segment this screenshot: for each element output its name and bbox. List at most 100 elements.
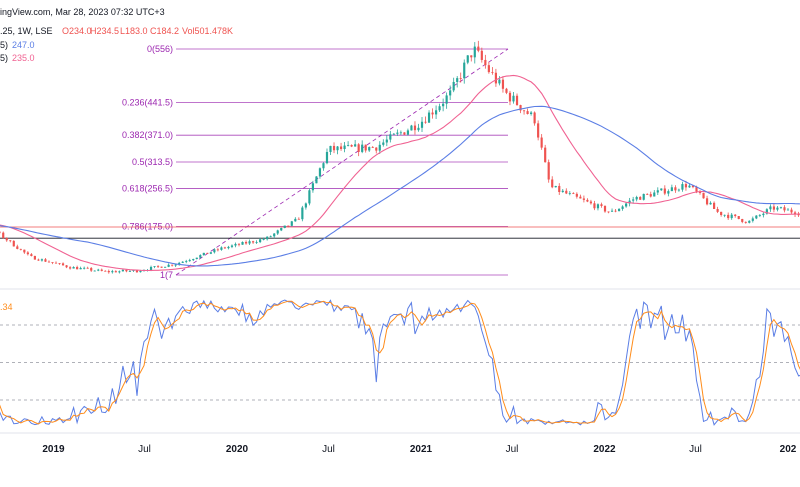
candle-body	[357, 144, 360, 152]
candle-body	[442, 103, 445, 107]
candle-body	[354, 144, 357, 147]
candle-body	[68, 267, 72, 269]
candle-body	[72, 267, 75, 269]
ohlc-open: O234.0	[62, 26, 92, 36]
ohlc-high: H234.5	[90, 26, 119, 36]
candlesticks	[0, 40, 800, 274]
candle-body	[325, 151, 329, 164]
candle-body	[723, 214, 726, 216]
candle-body	[308, 190, 311, 204]
candle-body	[533, 112, 536, 124]
candle-body	[501, 79, 505, 89]
time-axis[interactable]: Jul2019Jul2020Jul2021Jul2022Jul202	[0, 444, 797, 455]
candle-body	[0, 231, 1, 233]
candle-body	[551, 179, 554, 188]
candle-body	[273, 233, 276, 237]
stoch-d-line	[0, 300, 800, 425]
candle-body	[406, 130, 410, 135]
candle-body	[698, 191, 702, 194]
candle-body	[111, 271, 114, 273]
candle-body	[19, 248, 22, 250]
candle-body	[705, 198, 709, 205]
candle-body	[329, 145, 332, 152]
candle-body	[653, 192, 656, 197]
candle-body	[702, 193, 705, 199]
candle-body	[487, 65, 490, 73]
candle-body	[216, 249, 219, 251]
candle-body	[121, 269, 124, 272]
time-axis-tick-label: 2020	[226, 444, 249, 455]
candle-body	[139, 270, 142, 273]
candle-body	[544, 147, 547, 163]
candle-body	[149, 266, 153, 271]
ma-slow-line	[0, 105, 800, 267]
candle-body	[522, 110, 526, 112]
ma-fast-line	[0, 74, 800, 272]
candle-body	[727, 214, 730, 219]
moving-averages	[0, 74, 800, 272]
candle-body	[16, 246, 19, 249]
candle-body	[470, 55, 473, 58]
candle-body	[748, 220, 751, 223]
candle-body	[688, 185, 691, 188]
horizontal-lines[interactable]	[0, 226, 800, 239]
ohlc-close: C184.2	[150, 26, 179, 36]
candle-body	[508, 92, 512, 102]
ma-legend: 5) 247.0 5) 235.0	[0, 40, 35, 63]
candle-body	[44, 259, 47, 262]
candle-body	[512, 95, 515, 102]
candle-body	[90, 268, 93, 271]
candle-body	[234, 243, 237, 246]
candle-body	[681, 184, 684, 190]
candle-body	[713, 202, 716, 210]
candle-body	[614, 210, 617, 212]
candle-body	[628, 200, 631, 204]
candle-body	[477, 46, 480, 51]
candle-body	[751, 218, 754, 221]
candle-body	[667, 191, 670, 194]
candle-body	[382, 142, 385, 145]
candle-body	[579, 196, 582, 199]
candle-body	[248, 241, 251, 244]
candle-body	[5, 238, 8, 241]
candle-body	[480, 50, 483, 60]
candle-body	[786, 209, 790, 211]
candle-body	[642, 193, 645, 200]
candle-body	[241, 241, 244, 245]
candle-body	[649, 194, 652, 197]
time-axis-tick-label: Jul	[322, 444, 335, 455]
candle-body	[128, 270, 132, 272]
candle-body	[65, 265, 68, 268]
candle-body	[104, 270, 107, 272]
candle-body	[663, 188, 666, 194]
candle-body	[776, 207, 779, 210]
candle-body	[361, 144, 364, 152]
candle-body	[410, 125, 413, 131]
candle-body	[259, 239, 262, 243]
candle-body	[716, 209, 719, 212]
candle-body	[445, 95, 448, 104]
candle-body	[417, 127, 420, 131]
candle-body	[674, 187, 677, 191]
candle-body	[188, 260, 191, 262]
candle-body	[389, 134, 392, 140]
candle-body	[223, 247, 227, 249]
candle-body	[79, 267, 82, 270]
candle-body	[2, 232, 5, 239]
candle-body	[276, 230, 279, 234]
candle-body	[347, 145, 350, 146]
candle-body	[547, 162, 550, 180]
candle-body	[23, 249, 26, 253]
candle-body	[220, 247, 223, 250]
candle-body	[617, 208, 621, 212]
time-axis-tick-label: 2022	[593, 444, 616, 455]
time-axis-tick-label: Jul	[689, 444, 702, 455]
fib-level-label: 0.5(313.5)	[132, 157, 173, 167]
candle-body	[473, 46, 476, 58]
candle-body	[76, 267, 79, 270]
candle-body	[385, 139, 388, 143]
candle-body	[304, 203, 307, 208]
fibonacci-retracement[interactable]: 0(556) 0.236(441.5) 0.382(371.0) 0.5(313.5)…	[122, 44, 509, 280]
candle-body	[100, 269, 103, 271]
